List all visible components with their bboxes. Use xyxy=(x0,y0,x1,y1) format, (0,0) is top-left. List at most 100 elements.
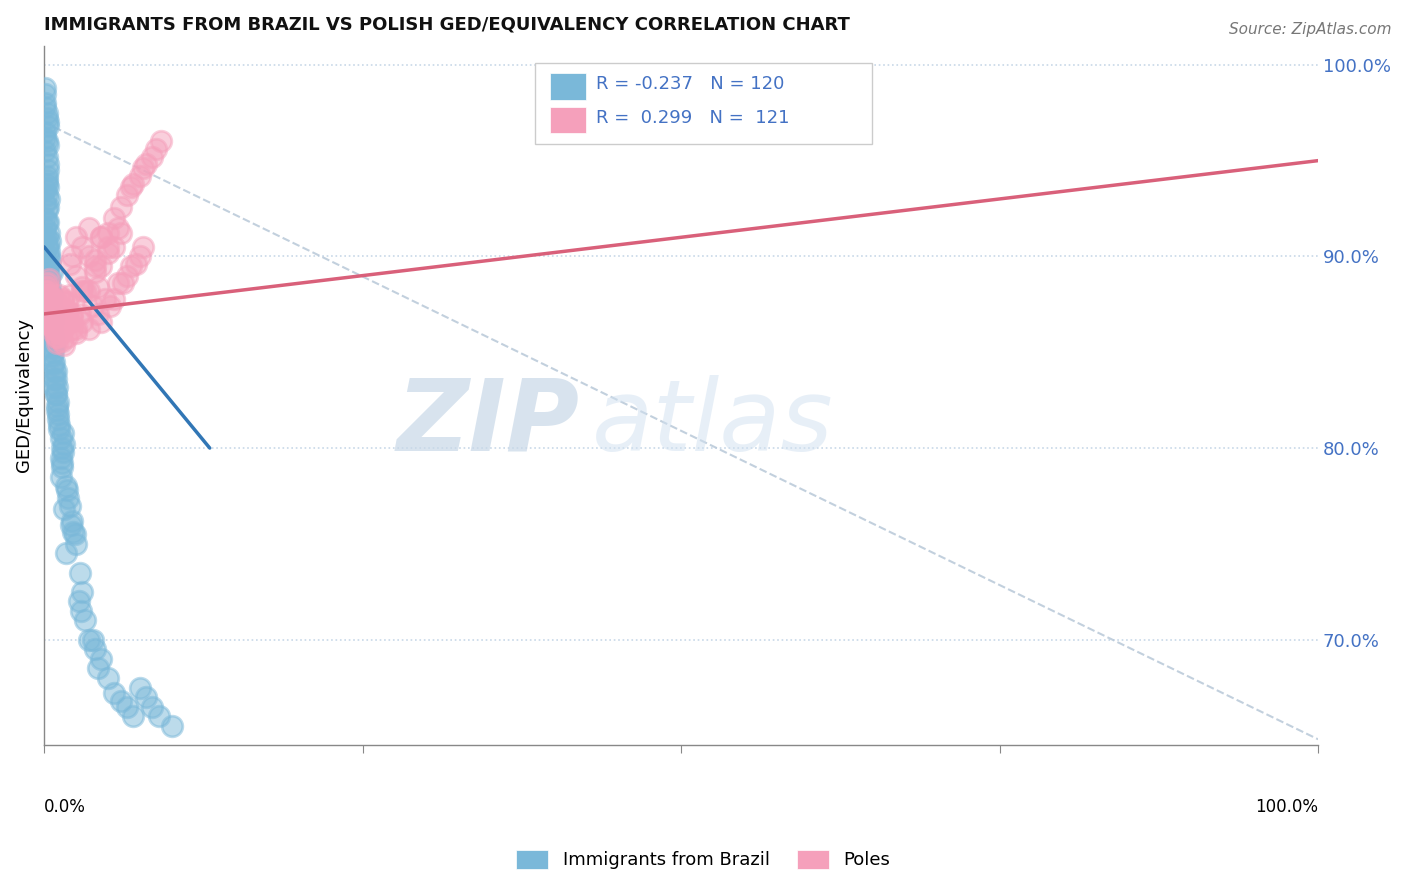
Point xyxy=(51,334,73,348)
Point xyxy=(107,220,129,235)
FancyBboxPatch shape xyxy=(550,106,585,133)
Point xyxy=(86,280,108,294)
Point xyxy=(135,157,157,171)
Point xyxy=(58,499,80,513)
Point xyxy=(58,315,80,329)
Point xyxy=(38,192,60,206)
Point xyxy=(37,215,59,229)
Point xyxy=(35,105,58,120)
Point xyxy=(35,215,58,229)
Point xyxy=(41,303,63,318)
Point xyxy=(53,310,76,325)
Point xyxy=(39,280,62,294)
Point xyxy=(41,349,63,363)
Point xyxy=(125,257,148,271)
Point xyxy=(86,661,108,675)
Point xyxy=(38,317,60,331)
Point xyxy=(120,180,142,194)
Point xyxy=(34,130,56,145)
Point xyxy=(41,310,63,325)
Point xyxy=(34,284,56,298)
Point xyxy=(34,195,56,210)
Point xyxy=(34,182,56,196)
Point xyxy=(48,303,70,318)
Point xyxy=(37,180,59,194)
Point xyxy=(42,307,65,321)
Point xyxy=(62,525,84,540)
Point xyxy=(52,445,75,459)
Point xyxy=(38,227,60,241)
Point xyxy=(52,425,75,440)
Point xyxy=(107,277,129,291)
Point xyxy=(115,188,138,202)
Point xyxy=(45,303,67,318)
Point xyxy=(35,135,58,149)
Point xyxy=(38,244,60,258)
Point xyxy=(39,295,62,310)
Point xyxy=(90,230,112,244)
Point xyxy=(110,227,132,241)
Text: R =  0.299   N =  121: R = 0.299 N = 121 xyxy=(596,109,789,127)
Point xyxy=(42,345,65,359)
Point xyxy=(65,537,87,551)
Point xyxy=(110,694,132,708)
Point xyxy=(35,292,58,306)
Point xyxy=(39,287,62,301)
Point xyxy=(45,380,67,394)
Point xyxy=(49,470,72,484)
Point xyxy=(53,337,76,351)
Point xyxy=(49,450,72,465)
Point xyxy=(37,307,59,321)
Point xyxy=(94,292,117,306)
Point xyxy=(48,422,70,436)
Point xyxy=(82,632,104,647)
Point xyxy=(51,460,73,475)
Point xyxy=(49,432,72,446)
Point xyxy=(39,307,62,321)
Point xyxy=(112,277,135,291)
Point xyxy=(45,364,67,378)
Point xyxy=(38,268,60,283)
Point xyxy=(141,150,163,164)
Point xyxy=(73,614,96,628)
Point xyxy=(145,142,167,156)
Point xyxy=(120,259,142,273)
Point xyxy=(53,437,76,451)
Point xyxy=(45,372,67,386)
Point xyxy=(34,144,56,158)
Y-axis label: GED/Equivalency: GED/Equivalency xyxy=(15,318,32,473)
Point xyxy=(103,211,125,226)
Point xyxy=(39,303,62,318)
Point xyxy=(45,315,67,329)
Point xyxy=(132,240,155,254)
Point xyxy=(48,418,70,433)
Point xyxy=(42,315,65,329)
Text: IMMIGRANTS FROM BRAZIL VS POLISH GED/EQUIVALENCY CORRELATION CHART: IMMIGRANTS FROM BRAZIL VS POLISH GED/EQU… xyxy=(44,15,851,33)
Point xyxy=(42,292,65,306)
Point xyxy=(39,310,62,325)
Point xyxy=(150,135,173,149)
FancyBboxPatch shape xyxy=(550,73,585,100)
Point xyxy=(56,483,79,498)
Point xyxy=(77,220,100,235)
Point xyxy=(37,163,59,178)
Point xyxy=(53,502,76,516)
Point xyxy=(37,310,59,325)
Text: Source: ZipAtlas.com: Source: ZipAtlas.com xyxy=(1229,22,1392,37)
Point xyxy=(65,326,87,340)
Point xyxy=(115,268,138,283)
Point xyxy=(34,96,56,111)
Point xyxy=(97,240,120,254)
Point xyxy=(84,265,107,279)
Point xyxy=(35,112,58,126)
Point xyxy=(44,322,66,336)
Point xyxy=(39,303,62,318)
Point xyxy=(35,177,58,191)
Point xyxy=(148,709,170,723)
Point xyxy=(44,337,66,351)
Point xyxy=(77,284,100,298)
Point xyxy=(58,257,80,271)
Point xyxy=(97,671,120,685)
Point xyxy=(42,320,65,334)
Point xyxy=(128,169,150,183)
